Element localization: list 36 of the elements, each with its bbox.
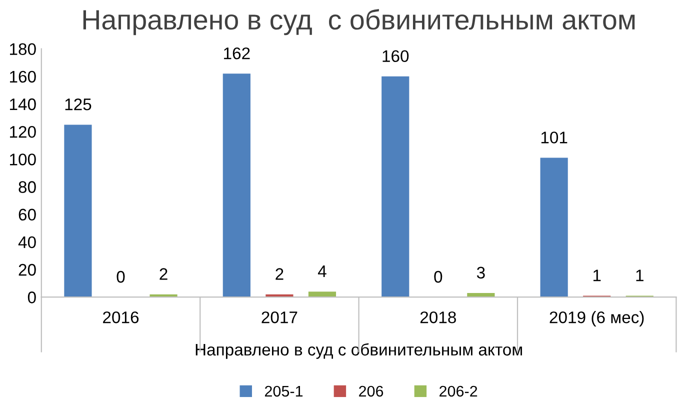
bar: [382, 76, 410, 298]
y-tick-label: 160: [10, 70, 36, 83]
y-tick-label: 20: [18, 264, 36, 276]
y-tick-label: 0: [28, 292, 36, 304]
data-label: 0: [116, 270, 125, 283]
chart-title: Направлено в суд с обвинительным актом: [83, 9, 635, 36]
bar: [64, 124, 92, 298]
x-tick-label: 2019 (6 мес): [550, 311, 644, 327]
y-tick-label: 140: [10, 98, 36, 110]
data-label: 1: [636, 270, 644, 282]
y-tick-label: 80: [18, 181, 36, 193]
legend-label: 206: [359, 386, 384, 397]
y-tick-label: 120: [10, 126, 36, 138]
y-tick-label: 180: [10, 43, 36, 56]
data-label: 125: [65, 98, 92, 110]
bar: [222, 74, 250, 298]
data-label: 160: [382, 50, 409, 62]
x-axis-title: Направлено в суд с обвинительным актом: [196, 343, 522, 359]
y-tick-label: 100: [10, 154, 36, 166]
data-label: 2: [276, 268, 284, 280]
y-tick-label: 60: [18, 208, 36, 221]
data-label: 101: [541, 132, 568, 144]
x-tick-label: 2017: [262, 311, 298, 324]
data-label: 3: [476, 266, 485, 279]
x-tick-label: 2018: [420, 311, 456, 324]
data-label: 1: [593, 270, 601, 282]
data-label: 162: [224, 47, 250, 60]
bar: [540, 158, 568, 298]
bar: [308, 292, 336, 298]
data-label: 4: [318, 266, 326, 278]
legend-label: 205-1: [264, 386, 303, 397]
legend-label: 206-2: [440, 386, 478, 397]
data-label: 0: [434, 270, 442, 283]
x-tick-label: 2016: [103, 311, 139, 324]
data-label: 2: [160, 268, 168, 280]
y-tick-label: 40: [18, 236, 36, 248]
